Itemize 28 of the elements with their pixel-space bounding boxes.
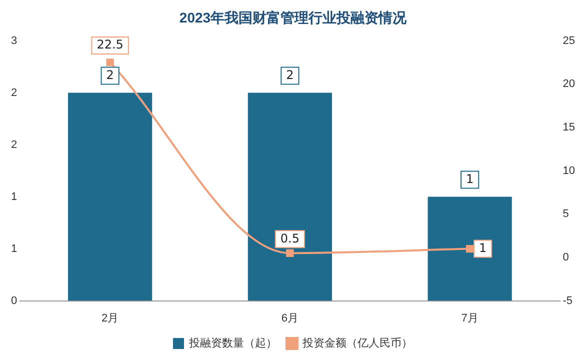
legend-label: 投融资数量（起） — [188, 338, 277, 350]
y2-tick-label: 20 — [562, 78, 576, 90]
point — [466, 244, 474, 253]
data-label: 22.5 — [96, 38, 124, 52]
x-tick-label: 6月 — [281, 312, 299, 324]
y-tick-label: 1 — [10, 242, 18, 255]
y-tick-label: 0 — [10, 294, 18, 307]
data-label: 0.5 — [280, 231, 300, 246]
y2-tick-label: 0 — [562, 252, 569, 264]
point — [106, 58, 114, 66]
y2-tick-label: 15 — [562, 122, 576, 134]
y2-tick-label: 10 — [562, 164, 576, 177]
x-tick-label: 7月 — [461, 312, 478, 324]
legend-label: 投资金额（亿人民币） — [302, 336, 412, 350]
y2-tick-label: 25 — [562, 34, 576, 47]
chart-title: 2023年我国财富管理行业投融资情况 — [179, 9, 408, 26]
y2-tick-label: -5 — [562, 294, 573, 307]
data-label: 1 — [466, 172, 474, 186]
y-tick-label: 2 — [10, 138, 18, 151]
data-label: 2 — [286, 68, 294, 82]
x-tick-label: 2月 — [101, 312, 119, 324]
y-tick-label: 3 — [10, 34, 18, 47]
y2-tick-label: 5 — [562, 208, 569, 220]
data-label: 1 — [479, 240, 487, 255]
data-label: 2 — [106, 68, 114, 82]
point — [286, 249, 294, 257]
y-tick-label: 1 — [10, 190, 18, 203]
y-tick-label: 2 — [10, 86, 18, 99]
